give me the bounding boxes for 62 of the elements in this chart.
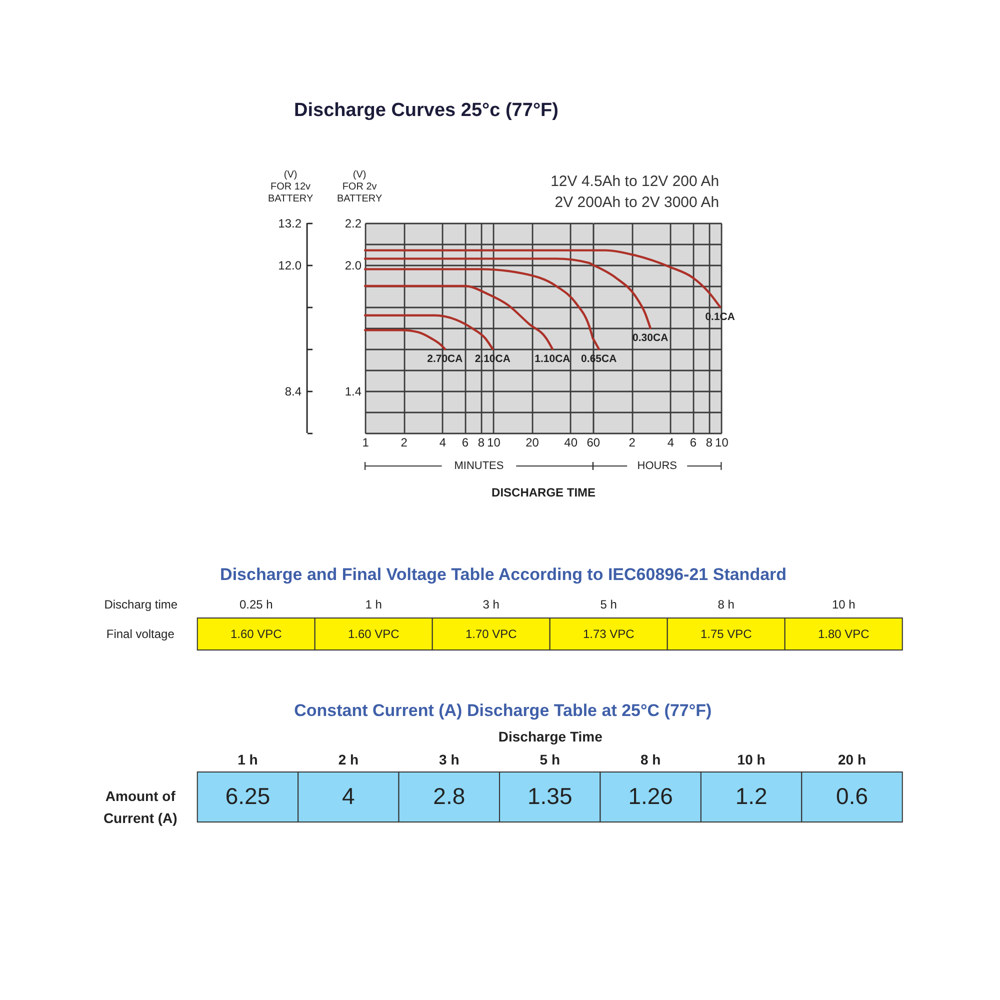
chart-title: Discharge Curves 25°c (77°F) <box>294 100 558 121</box>
y-tick-label: 2.0 <box>344 258 362 272</box>
x-axis-title: DISCHARGE TIME <box>492 486 596 500</box>
y-tick-label: Amount of Current (A) <box>103 788 178 826</box>
x-tick-label: 2 <box>400 436 408 450</box>
x-tick-label: 4 <box>439 436 446 450</box>
data-label: 0.6 <box>836 783 868 809</box>
y-tick-label: 1.4 <box>344 384 362 398</box>
y2-axis-title: (V) FOR 12v BATTERY <box>268 170 314 204</box>
y-axis-title: (V) FOR 2v BATTERY <box>336 170 382 204</box>
x-tick-label: 8 <box>706 436 713 450</box>
x-tick-label: 20 <box>526 436 540 450</box>
data-label: 6.25 <box>225 783 270 809</box>
y-tick-label: Final voltage <box>106 627 175 641</box>
x-tick-label: 5 h <box>600 598 617 612</box>
data-label: 1.60 VPC <box>230 627 282 641</box>
x-tick-label: 10 h <box>832 598 856 612</box>
text: 12V 4.5Ah to 12V 200 Ah <box>550 173 720 190</box>
y2-tick-label: 13.2 <box>278 216 302 230</box>
x-tick-label: 1 h <box>238 752 258 768</box>
series-label: 0.30CA <box>632 332 669 344</box>
chart-title: Discharge and Final Voltage Table According to IEC60896-21 Standard <box>220 565 787 584</box>
x-axis-title: Discharge Time <box>498 728 603 744</box>
x-tick-label: 5 h <box>540 752 560 768</box>
data-label: 1.70 VPC <box>465 627 518 641</box>
x-tick-label: 3 h <box>439 752 460 768</box>
data-label: 4 <box>342 783 356 809</box>
y-tick-label: 2.2 <box>344 216 362 230</box>
data-label: 1.35 <box>527 783 572 809</box>
x-tick-label: 0.25 h <box>239 598 273 612</box>
chart-title: Constant Current (A) Discharge Table at 25°C (77°F) <box>294 701 712 720</box>
x-tick-label: 20 h <box>838 752 866 768</box>
x-tick-label: 60 <box>586 436 600 450</box>
x-tick-label: 8 <box>478 436 485 450</box>
x-tick-label: 10 h <box>737 752 766 768</box>
y2-tick-label: 8.4 <box>284 384 302 398</box>
x-tick-label: 8 h <box>718 598 734 612</box>
data-label: 1.26 <box>628 783 673 809</box>
x-axis-title: Discharg time <box>104 598 178 612</box>
x-tick-label: 10 <box>715 436 729 450</box>
x-tick-label: 40 <box>564 436 578 450</box>
text: 2V 200Ah to 2V 3000 Ah <box>554 194 720 211</box>
x-tick-label: 1 <box>362 436 370 450</box>
x-tick-label: 3 h <box>482 598 500 612</box>
x-tick-label: 6 <box>462 436 469 450</box>
series-label: 1.10CA <box>534 353 571 365</box>
x-tick-label: 4 <box>667 436 674 450</box>
x-tick-label: 1 h <box>365 598 382 612</box>
x-tick-label: 2 h <box>338 752 359 768</box>
data-label: 1.60 VPC <box>348 627 400 641</box>
data-label: 2.8 <box>433 783 466 809</box>
x-tick-label: 6 <box>690 436 697 450</box>
x-tick-label: 2 <box>628 436 636 450</box>
data-label: 1.75 VPC <box>700 627 752 641</box>
text: HOURS <box>637 460 677 472</box>
data-label: 1.2 <box>735 783 768 809</box>
data-label: 1.73 VPC <box>582 627 635 641</box>
text: MINUTES <box>454 460 504 472</box>
y2-tick-label: 12.0 <box>278 258 302 272</box>
x-tick-label: 8 h <box>640 752 661 768</box>
x-tick-label: 10 <box>487 436 501 450</box>
data-label: 1.80 VPC <box>818 627 870 641</box>
